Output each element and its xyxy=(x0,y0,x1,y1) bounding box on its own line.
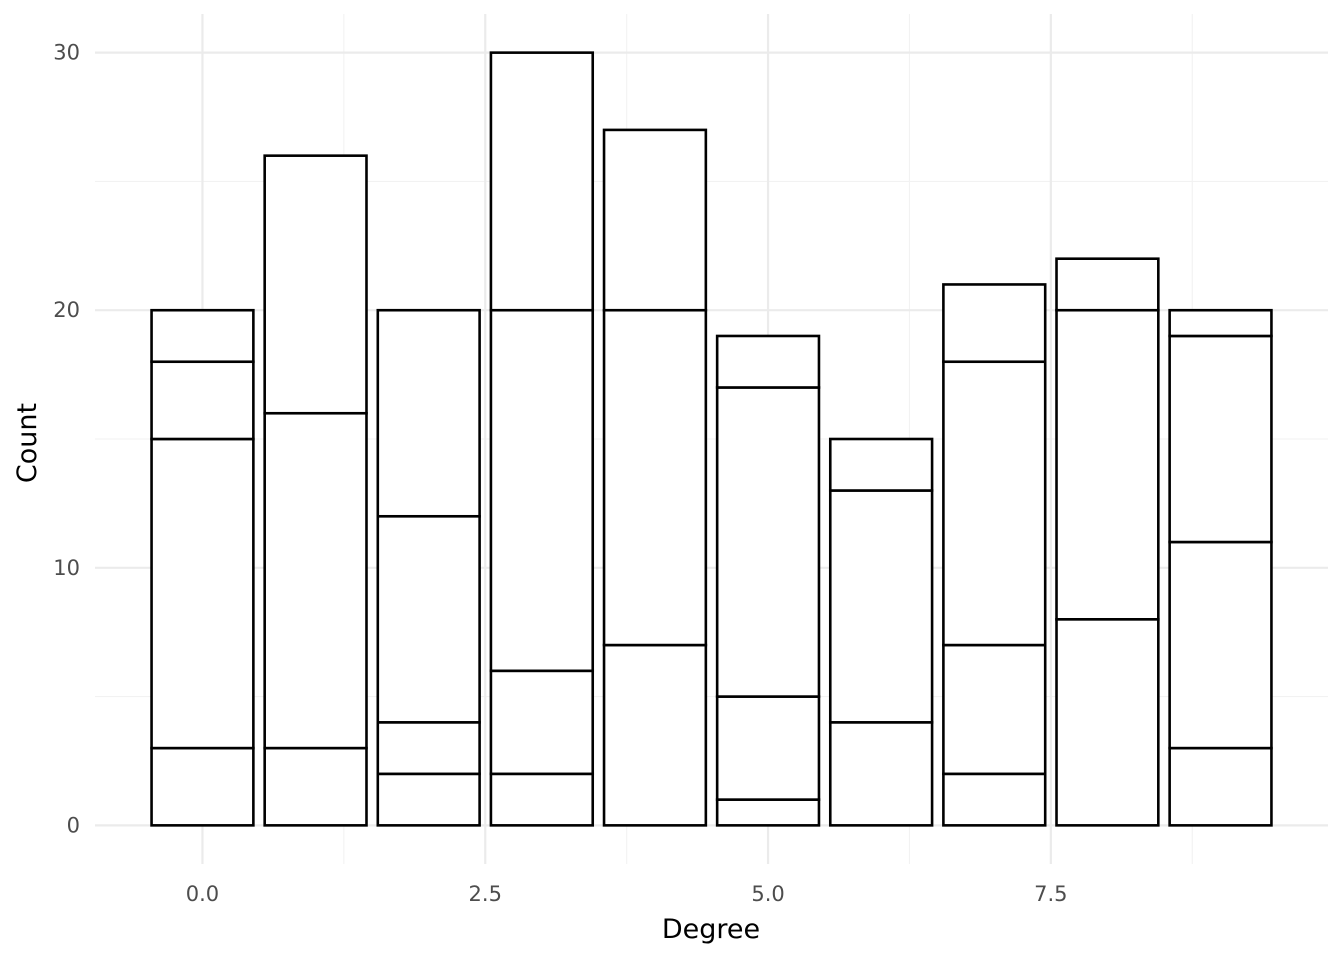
bar-segment-4-2 xyxy=(602,128,708,312)
bar-segment-2-2 xyxy=(376,514,481,724)
y-tick-label: 20 xyxy=(53,298,80,322)
y-axis-title: Count xyxy=(12,403,43,483)
bar-segment-3-1 xyxy=(489,669,595,776)
bar-segment-3-3 xyxy=(489,51,595,312)
bar-segment-9-1 xyxy=(1168,540,1273,750)
bar-segment-8-0 xyxy=(1055,618,1160,827)
bar-segment-6-2 xyxy=(828,437,934,492)
bar-segment-9-0 xyxy=(1168,746,1273,827)
bar-segment-2-0 xyxy=(376,772,481,827)
bar-segment-7-3 xyxy=(942,283,1047,364)
bar-segment-2-1 xyxy=(376,721,481,776)
bar-segment-1-0 xyxy=(263,746,368,827)
bar-segment-9-2 xyxy=(1168,334,1273,544)
x-tick-label: 0.0 xyxy=(186,882,219,906)
bar-segment-8-2 xyxy=(1055,257,1160,312)
x-tick-label: 2.5 xyxy=(469,882,502,906)
bar-segment-8-1 xyxy=(1055,308,1160,621)
bar-segment-5-3 xyxy=(715,334,821,389)
x-tick-label: 5.0 xyxy=(751,882,784,906)
bar-segment-3-2 xyxy=(489,308,595,673)
y-tick-label: 10 xyxy=(53,556,80,580)
bar-segment-4-1 xyxy=(602,308,708,647)
bar-segment-0-0 xyxy=(150,746,255,827)
bars xyxy=(150,51,1273,827)
x-axis-title: Degree xyxy=(662,914,760,945)
bar-segment-1-2 xyxy=(263,154,368,415)
y-tick-label: 0 xyxy=(67,813,80,837)
bar-segment-1-1 xyxy=(263,411,368,750)
bar-segment-9-3 xyxy=(1168,308,1273,338)
bar-segment-0-3 xyxy=(150,308,255,364)
bar-segment-5-2 xyxy=(715,386,821,698)
y-tick-label: 30 xyxy=(53,41,80,65)
bar-segment-7-2 xyxy=(942,360,1047,647)
bar-segment-0-2 xyxy=(150,360,255,441)
bar-segment-4-0 xyxy=(602,643,708,827)
x-tick-label: 7.5 xyxy=(1034,882,1067,906)
bar-segment-5-0 xyxy=(715,798,821,827)
bar-segment-7-0 xyxy=(942,772,1047,827)
tick-labels: 0.0 2.5 5.0 7.5 0 10 20 30 xyxy=(53,41,1067,906)
bar-segment-5-1 xyxy=(715,695,821,801)
bar-segment-6-0 xyxy=(828,721,934,827)
bar-segment-6-1 xyxy=(828,489,934,724)
bar-segment-3-0 xyxy=(489,772,595,827)
bar-segment-0-1 xyxy=(150,437,255,750)
bar-segment-7-1 xyxy=(942,643,1047,776)
bar-segment-2-3 xyxy=(376,308,481,518)
